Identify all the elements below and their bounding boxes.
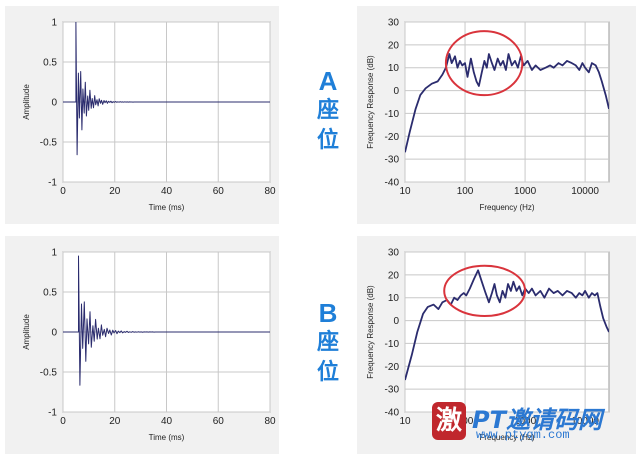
frequency-panel-b: 10100100010000-40-30-20-100102030Frequen… (357, 236, 636, 454)
y-tick-label: 0.5 (43, 58, 57, 69)
y-tick-label: -1 (48, 178, 57, 189)
series-line (63, 22, 270, 156)
y-tick-label: -10 (385, 109, 400, 120)
y-tick-label: 30 (388, 248, 400, 259)
series-line (405, 269, 609, 381)
frequency-chart-b: 10100100010000-40-30-20-100102030Frequen… (366, 248, 610, 442)
x-tick-label: 20 (109, 186, 121, 197)
plot-area (404, 251, 610, 413)
y-tick-label: 30 (388, 18, 400, 29)
y-tick-label: 20 (388, 40, 400, 51)
x-tick-label: 60 (213, 186, 225, 197)
x-tick-label: 0 (60, 186, 66, 197)
seat-b-word: 座位 (316, 330, 339, 385)
x-tick-label: 40 (161, 416, 173, 427)
x-tick-label: 1000 (514, 416, 537, 427)
x-tick-label: 10000 (571, 186, 599, 197)
x-tick-label: 80 (264, 186, 276, 197)
y-tick-label: -0.5 (40, 368, 58, 379)
frequency-panel-a: 10 100 1000 10000 -40 -30 -20 -10 0 10 20 30 Frequen… (357, 6, 636, 224)
x-tick-label: 100 (457, 186, 474, 197)
x-axis-label: Time (ms) (149, 433, 185, 442)
highlight-ellipse (444, 30, 524, 97)
y-axis-label: Frequency Response (dB) (366, 285, 375, 379)
impulse-chart-b: 0 20 40 60 80 -1 -0.5 0 0.5 1 Time (ms) Amplitude (22, 248, 276, 443)
y-tick-label: -20 (385, 362, 400, 373)
y-tick-label: 20 (388, 270, 400, 281)
seat-label-a: A 座位 (304, 66, 352, 156)
y-tick-label: -40 (385, 178, 400, 189)
x-tick-label: 1000 (514, 186, 537, 197)
series-line (405, 53, 609, 153)
y-tick-label: -30 (385, 155, 400, 166)
x-axis-label: Frequency (Hz) (479, 203, 534, 212)
x-tick-label: 60 (213, 416, 225, 427)
y-tick-label: 0 (51, 328, 57, 339)
y-tick-label: 10 (388, 63, 400, 74)
impulse-panel-a: 0 20 40 60 80 -1 -0.5 0 0.5 1 Time (ms) Amplitude (5, 6, 279, 224)
y-tick-label: 0 (393, 86, 399, 97)
x-axis-label: Frequency (Hz) (479, 433, 534, 442)
x-tick-label: 40 (161, 186, 173, 197)
x-tick-label: 10 (399, 186, 411, 197)
y-tick-label: -20 (385, 132, 400, 143)
y-tick-label: 1 (51, 18, 57, 29)
y-axis-label: Amplitude (22, 314, 31, 350)
x-axis-label: Time (ms) (149, 203, 185, 212)
y-tick-label: -30 (385, 385, 400, 396)
seat-a-word: 座位 (316, 98, 339, 153)
x-tick-label: 10 (399, 416, 411, 427)
y-tick-label: -0.5 (40, 138, 58, 149)
x-tick-label: 20 (109, 416, 121, 427)
watermark-url: www.ptyqm.com (476, 428, 570, 442)
series-line (63, 255, 270, 386)
watermark-logo: 激 (432, 402, 466, 440)
impulse-chart-a: 0 20 40 60 80 -1 -0.5 0 0.5 1 Time (ms) Amplitude (22, 18, 276, 213)
y-tick-label: 0 (393, 316, 399, 327)
y-tick-label: 10 (388, 293, 400, 304)
y-tick-label: -10 (385, 339, 400, 350)
y-tick-label: 1 (51, 248, 57, 259)
highlight-ellipse (443, 264, 527, 317)
y-axis-label: Amplitude (22, 84, 31, 120)
x-tick-label: 0 (60, 416, 66, 427)
y-tick-label: 0.5 (43, 288, 57, 299)
plot-area (404, 21, 610, 183)
y-tick-label: -1 (48, 408, 57, 419)
y-axis-label: Frequency Response (dB) (366, 55, 375, 149)
y-tick-label: -40 (385, 408, 400, 419)
x-tick-label: 10000 (571, 416, 599, 427)
impulse-panel-b: 0 20 40 60 80 -1 -0.5 0 0.5 1 Time (ms) Amplitude (5, 236, 279, 454)
seat-label-b: B 座位 (304, 298, 352, 388)
watermark-text: PT邀请码网 (472, 406, 602, 434)
seat-a-letter: A (318, 66, 338, 96)
watermark: 激 PT邀请码网 www.ptyqm.com (432, 398, 632, 448)
seat-b-letter: B (318, 298, 338, 328)
y-tick-label: 0 (51, 98, 57, 109)
x-tick-label: 80 (264, 416, 276, 427)
frequency-chart-a: 10 100 1000 10000 -40 -30 -20 -10 0 10 20 30 Frequen… (366, 18, 610, 212)
